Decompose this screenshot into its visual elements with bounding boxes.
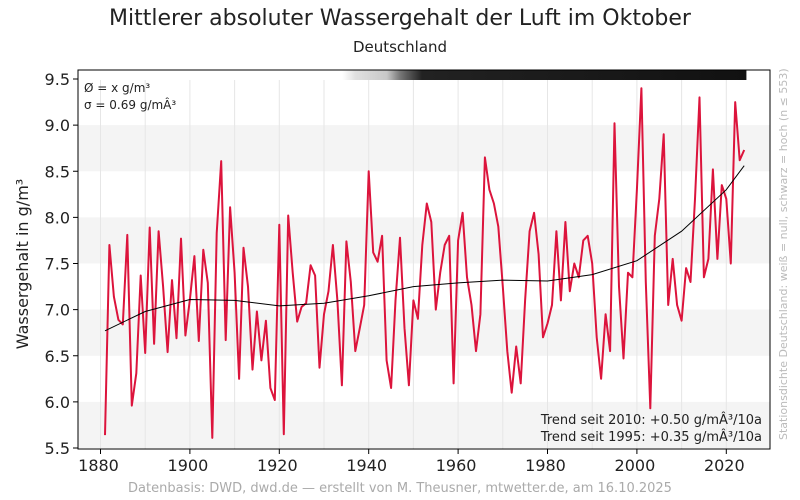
y-tick-label: 6.5 [45, 347, 70, 366]
x-tick-label: 1920 [257, 456, 298, 475]
trend-1995-annotation: Trend seit 1995: +0.35 g/mÂ³/10a [540, 429, 762, 445]
chart-subtitle: Deutschland [352, 38, 448, 56]
station-density-bar [80, 70, 747, 80]
x-tick-label: 1900 [168, 456, 209, 475]
y-tick-label: 8.0 [45, 208, 70, 227]
grid-band [78, 309, 770, 356]
grid-band [78, 125, 770, 172]
y-tick-label: 8.5 [45, 162, 70, 181]
y-tick-label: 6.0 [45, 393, 70, 412]
plot-frame [77, 69, 771, 450]
x-tick-label: 1940 [346, 456, 387, 475]
footer-credits: Datenbasis: DWD, dwd.de — erstellt von M… [128, 481, 672, 496]
y-tick-label: 7.5 [45, 255, 70, 274]
x-tick-label: 2020 [704, 456, 745, 475]
x-tick-label: 1960 [436, 456, 477, 475]
x-tick-label: 2000 [615, 456, 656, 475]
y-axis-label: Wassergehalt in g/m³ [13, 179, 32, 349]
mean-annotation: Ø = x g/m³ [84, 81, 150, 95]
y-tick-label: 7.0 [45, 301, 70, 320]
grid-band [78, 401, 770, 448]
trend-line [104, 165, 745, 332]
station-density-label: Stationsdichte Deutschland: weiß = null,… [777, 68, 790, 440]
chart-title: Mittlerer absoluter Wassergehalt der Luf… [109, 6, 691, 31]
trend-2010-annotation: Trend seit 2010: +0.50 g/mÂ³/10a [540, 412, 762, 428]
x-tick-label: 1880 [78, 456, 119, 475]
sigma-annotation: σ = 0.69 g/mÂ³ [84, 97, 176, 112]
y-tick-label: 5.5 [45, 439, 70, 458]
x-tick-label: 1980 [525, 456, 566, 475]
series-line [104, 87, 746, 439]
y-tick-label: 9.5 [45, 70, 70, 89]
y-tick-label: 9.0 [45, 116, 70, 135]
